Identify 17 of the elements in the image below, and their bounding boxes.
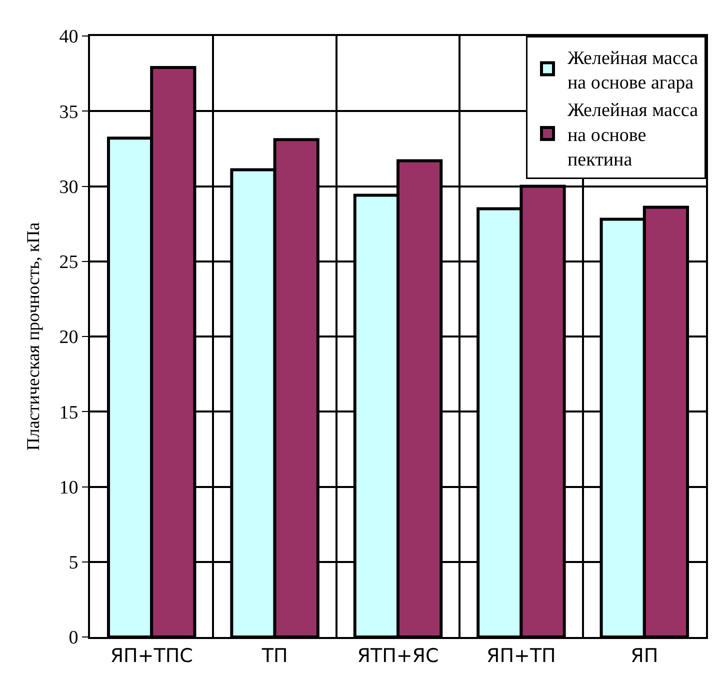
y-tick-label: 10 [59,477,78,498]
x-tick-label: ЯП+ТПС [110,644,193,667]
y-tick-label: 35 [59,102,78,123]
x-tick-label: ТП [260,644,288,667]
legend-label: Желейная масса на основе агара [568,48,699,94]
y-tick-label: 0 [68,628,78,649]
y-tick-label: 25 [59,252,78,274]
x-tick-label: ЯП+ТП [486,644,556,667]
y-tick-label: 5 [68,552,78,574]
y-axis-title: Пластическая прочность, кПа [22,222,43,451]
y-tick-label: 15 [59,402,78,424]
y-tick-label: 40 [59,26,78,48]
legend-label: Желейная масса на основе пектина [568,100,699,171]
x-tick-label: ЯП [630,644,658,667]
x-tick-label: ЯТП+ЯС [357,644,439,667]
y-tick-label: 30 [59,176,78,198]
y-tick-label: 20 [59,327,78,348]
